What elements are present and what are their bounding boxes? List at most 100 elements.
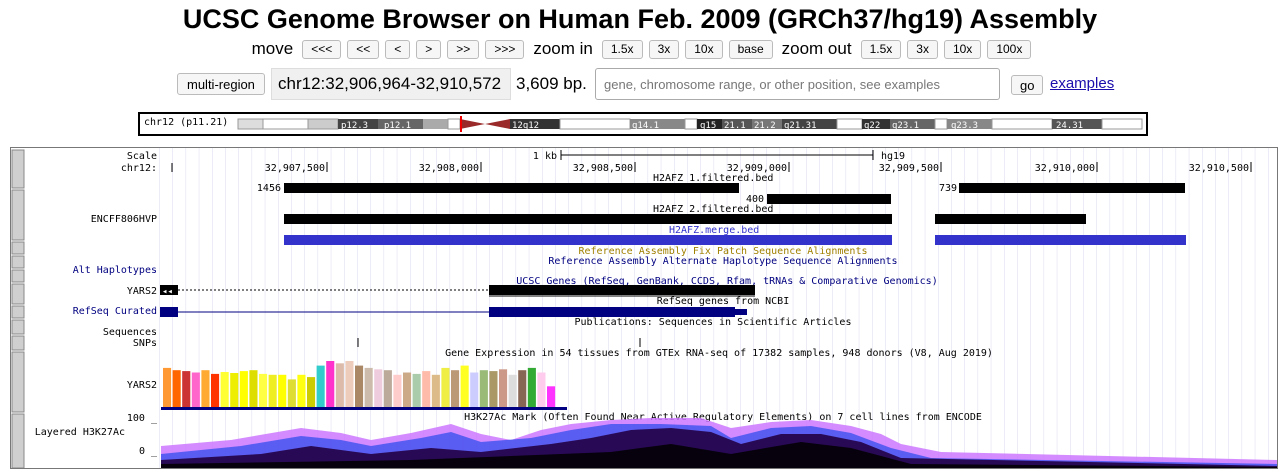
gtex-tissue-bar[interactable] (518, 370, 527, 407)
move-left-button[interactable]: << (347, 39, 380, 59)
alt-haplotypes-label[interactable]: Alt Haplotypes (73, 265, 157, 276)
ruler-tick: 32,907,500 (265, 163, 325, 174)
gtex-tissue-bar[interactable] (527, 367, 536, 407)
merge-track-title: H2AFZ.merge.bed (669, 225, 759, 236)
yars2-gene-label[interactable]: YARS2 (127, 286, 157, 297)
gtex-tissue-bar[interactable] (326, 361, 335, 407)
alt-hap-track-title: Reference Assembly Alternate Haplotype S… (548, 256, 897, 267)
gtex-tissue-bar[interactable] (441, 367, 450, 407)
gtex-tissue-bar[interactable] (460, 365, 469, 407)
chrom-label: chr12: (121, 163, 157, 174)
zoom-base-button[interactable]: base (728, 39, 773, 59)
zoom-out-3x-button[interactable]: 3x (907, 39, 938, 59)
multi-region-button[interactable]: multi-region (177, 73, 265, 95)
sequences-label: Sequences (103, 327, 157, 338)
gtex-tissue-bar[interactable] (191, 372, 200, 408)
refseq-curated-label[interactable]: RefSeq Curated (73, 306, 157, 317)
zoom-in-10x-button[interactable]: 10x (685, 39, 723, 59)
zoom-in-3x-button[interactable]: 3x (648, 39, 680, 59)
peak-score: 1456 (257, 183, 281, 194)
gtex-tissue-bar[interactable] (345, 361, 354, 407)
gtex-yars2-label: YARS2 (127, 380, 157, 391)
gtex-tissue-bar[interactable] (412, 373, 421, 407)
track-side-buttons[interactable] (11, 149, 25, 468)
gtex-tissue-bar[interactable] (297, 374, 306, 407)
zoom-out-10x-button[interactable]: 10x (943, 39, 982, 59)
gtex-tissue-bar[interactable] (547, 386, 556, 407)
gtex-tissue-bar[interactable] (422, 371, 431, 407)
ucsc-genes-track-title: UCSC Genes (RefSeq, GenBank, CCDS, Rfam,… (516, 276, 937, 287)
gtex-tissue-bar[interactable] (470, 372, 479, 408)
gtex-tissue-bar[interactable] (403, 372, 412, 408)
gtex-tissue-bar[interactable] (364, 367, 373, 407)
gtex-tissue-bar[interactable] (201, 370, 210, 407)
h2afz2-peak[interactable] (935, 214, 1086, 224)
gtex-tissue-bar[interactable] (307, 377, 316, 407)
page-title: UCSC Genome Browser on Human Feb. 2009 (… (182, 4, 1098, 34)
gtex-tissue-bar[interactable] (355, 365, 364, 407)
move-slight-left-button[interactable]: < (385, 39, 411, 59)
h2afz1-peak[interactable] (959, 183, 1185, 193)
gtex-tissue-bar[interactable] (393, 374, 402, 407)
gtex-tissue-bar[interactable] (230, 373, 239, 407)
gtex-tissue-bar[interactable] (374, 369, 383, 407)
gtex-tissue-bar[interactable] (211, 373, 220, 407)
gtex-tissue-bar[interactable] (220, 372, 229, 407)
peak-score: 400 (746, 194, 764, 205)
h2afz1-peak[interactable] (284, 183, 739, 193)
gtex-tissue-bar[interactable] (249, 370, 258, 407)
gtex-tissue-bar[interactable] (316, 365, 325, 407)
gtex-tissue-bar[interactable] (335, 363, 344, 407)
assembly-label: hg19 (881, 151, 905, 162)
ruler-tick: 32,910,000 (1035, 163, 1095, 174)
move-far-left-button[interactable]: <<< (302, 39, 342, 59)
h2afz2-track-title: H2AFZ_2.filtered.bed (653, 204, 773, 215)
gtex-tissue-bar[interactable] (479, 370, 488, 407)
refseq-track-title: RefSeq genes from NCBI (657, 296, 789, 307)
zoom-out-1.5x-button[interactable]: 1.5x (860, 39, 902, 59)
merge-peak[interactable] (935, 235, 1186, 245)
publications-track-title: Publications: Sequences in Scientific Ar… (575, 317, 852, 328)
zoom-in-1.5x-button[interactable]: 1.5x (601, 39, 643, 59)
band-label: 21.1 (724, 121, 746, 131)
search-input[interactable] (595, 68, 1000, 100)
track-panel[interactable]: Scale chr12: ENCFF806HVP Alt Haplotypes … (10, 147, 1278, 469)
band-label: 21.2 (754, 121, 776, 131)
gtex-tissue-bar[interactable] (278, 374, 287, 407)
ucsc-gene-model[interactable]: ◂◂ (160, 285, 755, 297)
tracks-image: Scale chr12: ENCFF806HVP Alt Haplotypes … (11, 148, 1277, 468)
move-far-right-button[interactable]: >>> (485, 39, 525, 59)
gtex-tissue-bar[interactable] (499, 369, 508, 407)
zoom-out-100x-button[interactable]: 100x (987, 39, 1032, 59)
move-right-button[interactable]: >> (447, 39, 480, 59)
ruler-tick: 32,909,000 (727, 163, 787, 174)
gtex-tissue-bar[interactable] (489, 371, 498, 407)
band-label: q14.1 (632, 121, 659, 131)
h3k27-min-label: 0 _ (139, 446, 158, 457)
gtex-tissue-bar[interactable] (182, 371, 191, 407)
encff-label: ENCFF806HVP (91, 214, 157, 225)
h2afz2-peak[interactable] (284, 214, 892, 224)
gtex-tissue-bar[interactable] (268, 374, 277, 407)
gtex-tissue-bar[interactable] (239, 371, 248, 407)
examples-link[interactable]: examples (1050, 75, 1115, 92)
merge-peak[interactable] (284, 235, 892, 245)
gtex-tissue-bar[interactable] (451, 370, 460, 407)
gtex-tissue-bar[interactable] (431, 374, 440, 407)
h2afz2-peak[interactable] (767, 194, 891, 204)
gtex-tissue-bar[interactable] (508, 374, 517, 407)
gtex-tissue-bar[interactable] (259, 373, 268, 407)
gtex-tissue-bar[interactable] (383, 370, 392, 407)
refseq-gene-model[interactable] (160, 307, 747, 317)
gtex-expression-bars[interactable] (163, 361, 556, 408)
go-button[interactable]: go (1011, 75, 1044, 95)
gtex-tissue-bar[interactable] (172, 370, 181, 407)
gtex-tissue-bar[interactable] (163, 367, 172, 407)
h3k27-max-label: 100 _ (127, 413, 158, 424)
position-bar: multi-region chr12:32,906,964-32,910,572… (0, 68, 1280, 100)
move-slight-right-button[interactable]: > (416, 39, 442, 59)
gtex-tissue-bar[interactable] (537, 372, 546, 408)
chromosome-ideogram[interactable]: chr12 (p11.21) p12.3 p12.1 12q12 q14.1 q… (138, 112, 1148, 136)
gtex-tissue-bar[interactable] (287, 379, 296, 407)
ruler-tick: 32,908,000 (419, 163, 479, 174)
